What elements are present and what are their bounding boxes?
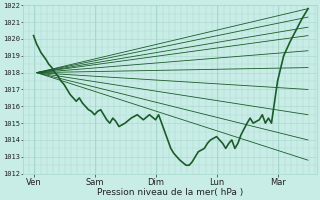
X-axis label: Pression niveau de la mer( hPa ): Pression niveau de la mer( hPa ) xyxy=(97,188,243,197)
